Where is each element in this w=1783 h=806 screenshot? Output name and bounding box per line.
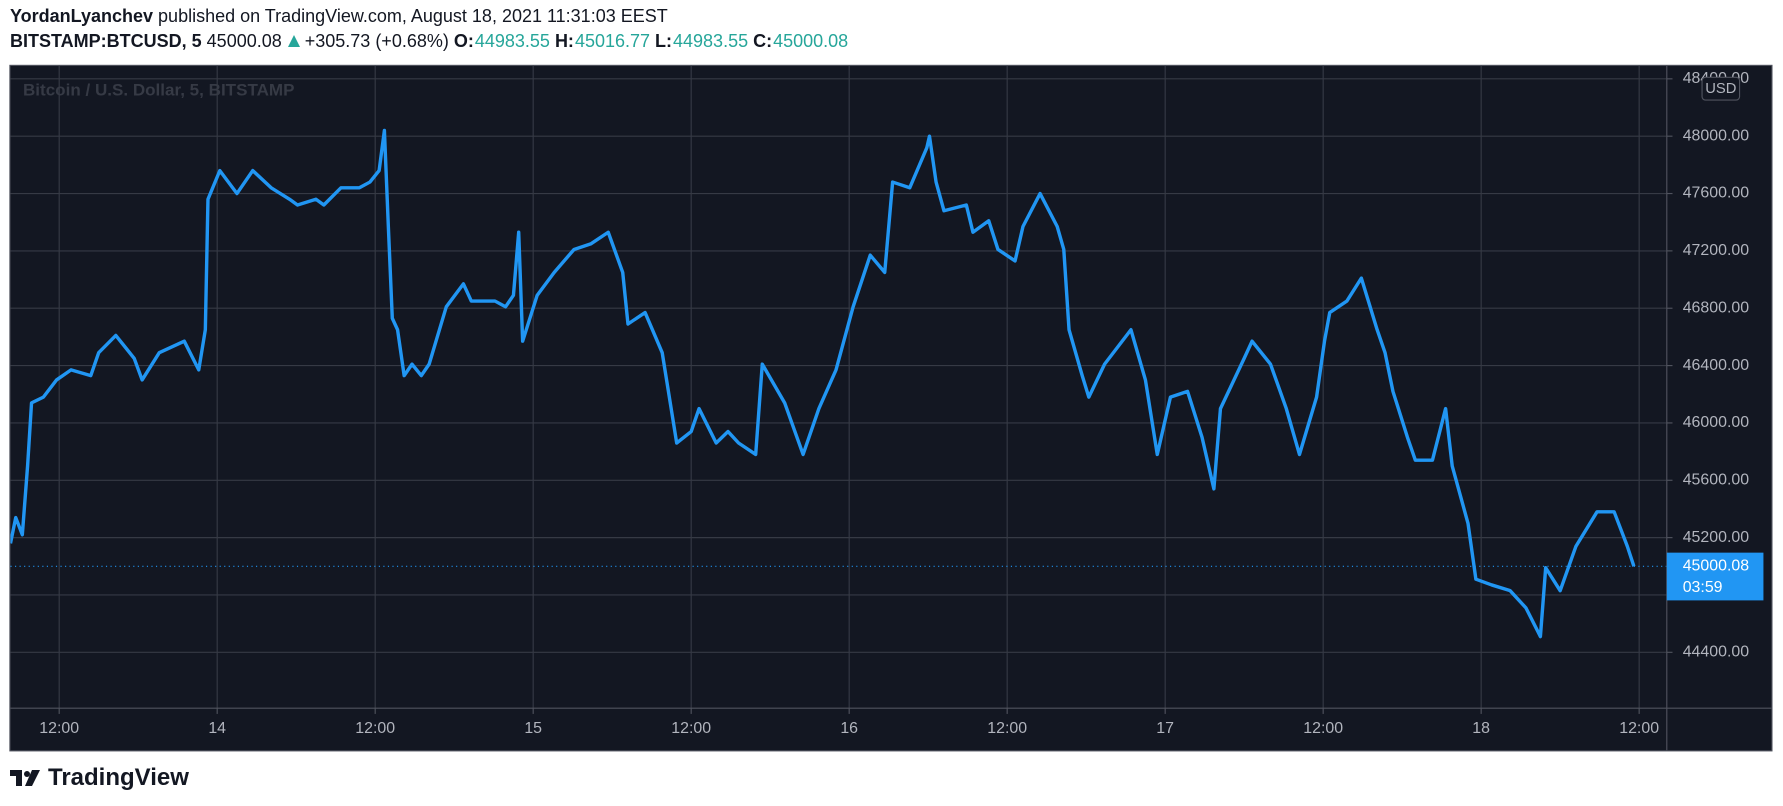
up-arrow bbox=[287, 35, 300, 47]
x-tick-label: 12:00 bbox=[1303, 720, 1343, 737]
y-tick-label: 46400.00 bbox=[1683, 357, 1749, 374]
axis-labels: 44400.0044800.0045200.0045600.0046000.00… bbox=[39, 70, 1764, 737]
chart-frame bbox=[9, 64, 1773, 752]
x-tick-label: 12:00 bbox=[671, 720, 711, 737]
open: 44983.55 bbox=[474, 31, 550, 51]
c-label: C: bbox=[753, 31, 773, 51]
watermark: Bitcoin / U.S. Dollar, 5, BITSTAMP bbox=[23, 80, 295, 99]
price-badge bbox=[1666, 552, 1764, 601]
y-tick-label: 47200.00 bbox=[1683, 242, 1749, 259]
x-tick-label: 15 bbox=[524, 720, 542, 737]
y-tick-label: 45200.00 bbox=[1683, 529, 1749, 546]
header-line-1: YordanLyanchev published on TradingView.c… bbox=[10, 6, 673, 27]
currency: USD bbox=[1705, 81, 1736, 97]
x-tick-label: 12:00 bbox=[355, 720, 395, 737]
header-line-2: BITSTAMP:BTCUSD, 5 45000.08 +305.73 (+0.… bbox=[10, 31, 853, 52]
y-tick-label: 44400.00 bbox=[1683, 644, 1749, 661]
published: published on TradingView.com, August 18,… bbox=[158, 6, 668, 26]
countdown: 03:59 bbox=[1683, 579, 1723, 596]
x-tick-label: 12:00 bbox=[987, 720, 1027, 737]
author: YordanLyanchev bbox=[10, 6, 154, 26]
x-tick-label: 18 bbox=[1472, 720, 1490, 737]
footer: TradingView bbox=[10, 764, 189, 792]
y-tick-label: 46800.00 bbox=[1683, 299, 1749, 316]
change: +305.73 (+0.68%) bbox=[304, 31, 449, 51]
x-tick-label: 14 bbox=[208, 720, 226, 737]
grid bbox=[10, 65, 1667, 709]
y-tick-label: 47600.00 bbox=[1683, 185, 1749, 202]
plot bbox=[10, 128, 1667, 639]
x-tick-label: 12:00 bbox=[1619, 720, 1659, 737]
x-tick-label: 16 bbox=[840, 720, 858, 737]
high: 45016.77 bbox=[574, 31, 651, 51]
y-tick-label: 46000.00 bbox=[1683, 414, 1749, 431]
price-line-series bbox=[10, 128, 1636, 639]
logo-icon bbox=[10, 770, 40, 786]
brand: TradingView bbox=[48, 764, 189, 791]
symbol: BITSTAMP:BTCUSD, 5 bbox=[10, 31, 202, 51]
last-price: 45000.08 bbox=[206, 31, 282, 51]
close: 45000.08 bbox=[773, 31, 849, 51]
o-label: O: bbox=[453, 31, 474, 51]
low: 44983.55 bbox=[673, 31, 749, 51]
usd-badge bbox=[1701, 76, 1741, 101]
y-tick-label: 48000.00 bbox=[1683, 127, 1749, 144]
x-tick-label: 12:00 bbox=[39, 720, 79, 737]
l-label: L: bbox=[655, 31, 673, 51]
x-tick-label: 17 bbox=[1156, 720, 1174, 737]
y-tick-label: 45600.00 bbox=[1683, 471, 1749, 488]
price-badge-value: 45000.08 bbox=[1683, 557, 1749, 574]
h-label: H: bbox=[554, 31, 574, 51]
